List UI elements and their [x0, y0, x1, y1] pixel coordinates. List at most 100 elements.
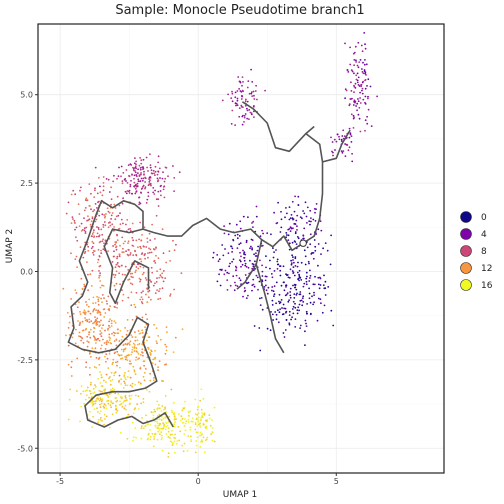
cell-point	[245, 265, 248, 268]
cell-point	[126, 190, 129, 192]
cell-point	[128, 403, 131, 405]
cell-point	[99, 185, 101, 188]
cell-point	[257, 288, 259, 291]
cell-point	[276, 260, 279, 263]
cell-point	[239, 227, 242, 230]
cell-point	[86, 320, 89, 323]
cell-point	[356, 109, 358, 112]
cell-point	[126, 253, 129, 256]
cell-point	[156, 289, 159, 291]
cell-point	[145, 279, 148, 281]
x-axis: -5 0 5	[56, 473, 339, 486]
cell-point	[158, 290, 160, 292]
cell-point	[231, 251, 234, 253]
cell-point	[89, 312, 92, 315]
cell-point	[313, 294, 315, 296]
cell-point	[305, 277, 308, 280]
cell-point	[83, 217, 85, 220]
cell-point	[194, 412, 197, 415]
cell-point	[105, 405, 107, 407]
cell-point	[132, 245, 135, 248]
cell-point	[85, 311, 87, 314]
cell-point	[118, 166, 120, 169]
cell-point	[234, 281, 236, 284]
cell-point	[279, 308, 281, 311]
cell-point	[182, 450, 185, 453]
cell-point	[134, 394, 137, 397]
cell-point	[306, 206, 309, 209]
cell-point	[237, 76, 240, 78]
cell-point	[97, 378, 99, 380]
cell-point	[92, 392, 94, 395]
cell-point	[331, 141, 334, 143]
cell-point	[140, 437, 143, 440]
cell-point	[236, 104, 239, 106]
cell-point	[165, 433, 168, 435]
cell-point	[144, 176, 147, 179]
cell-point	[188, 411, 190, 413]
cell-point	[108, 324, 110, 327]
cell-point	[94, 316, 96, 318]
cell-point	[98, 296, 100, 299]
trajectory	[67, 101, 351, 428]
cell-point	[295, 288, 298, 291]
cell-point	[186, 449, 189, 452]
cell-point	[105, 360, 107, 363]
cell-point	[80, 186, 82, 189]
cell-point	[110, 371, 113, 374]
cell-point	[277, 309, 279, 312]
cell-point	[194, 421, 197, 424]
cell-point	[267, 286, 270, 289]
cell-point	[157, 205, 160, 207]
cell-point	[152, 379, 155, 382]
cell-point	[73, 219, 76, 222]
cell-point	[292, 227, 294, 230]
cell-point	[111, 363, 114, 366]
cell-point	[109, 326, 111, 329]
cell-point	[118, 272, 120, 275]
cell-point	[165, 261, 168, 264]
cell-point	[103, 214, 105, 216]
cell-point	[164, 395, 167, 397]
cell-point	[91, 401, 93, 403]
cell-point	[217, 260, 220, 263]
cell-point	[132, 239, 135, 242]
cell-point	[98, 310, 101, 313]
cell-point	[115, 338, 118, 341]
cell-point	[199, 399, 202, 402]
cell-point	[293, 274, 296, 277]
cell-point	[95, 235, 98, 238]
cell-point	[202, 398, 205, 400]
cell-point	[276, 258, 279, 261]
y-tick-label: -5.0	[17, 444, 33, 453]
cell-point	[283, 307, 285, 310]
trajectory-path	[322, 129, 351, 163]
cell-point	[196, 413, 199, 416]
cell-point	[162, 252, 165, 255]
cell-point	[102, 324, 104, 327]
cell-point	[278, 300, 280, 303]
cell-point	[84, 251, 87, 253]
cell-point	[165, 425, 168, 428]
cell-point	[239, 259, 241, 261]
cell-point	[223, 225, 226, 228]
cell-point	[364, 87, 367, 90]
cell-point	[288, 218, 291, 221]
cell-point	[320, 229, 323, 232]
cell-point	[115, 411, 118, 414]
cell-point	[226, 271, 229, 274]
cell-point	[94, 400, 97, 402]
cell-point	[196, 425, 199, 427]
cell-point	[243, 287, 246, 289]
cell-point	[83, 227, 86, 230]
cell-point	[157, 369, 159, 371]
cell-point	[350, 90, 353, 92]
cell-point	[348, 136, 351, 139]
cell-point	[150, 280, 153, 283]
cell-point	[354, 82, 357, 85]
cell-point	[195, 444, 198, 447]
cell-point	[101, 327, 103, 329]
cell-point	[196, 417, 198, 420]
cell-point	[104, 418, 106, 420]
cell-point	[79, 321, 81, 324]
